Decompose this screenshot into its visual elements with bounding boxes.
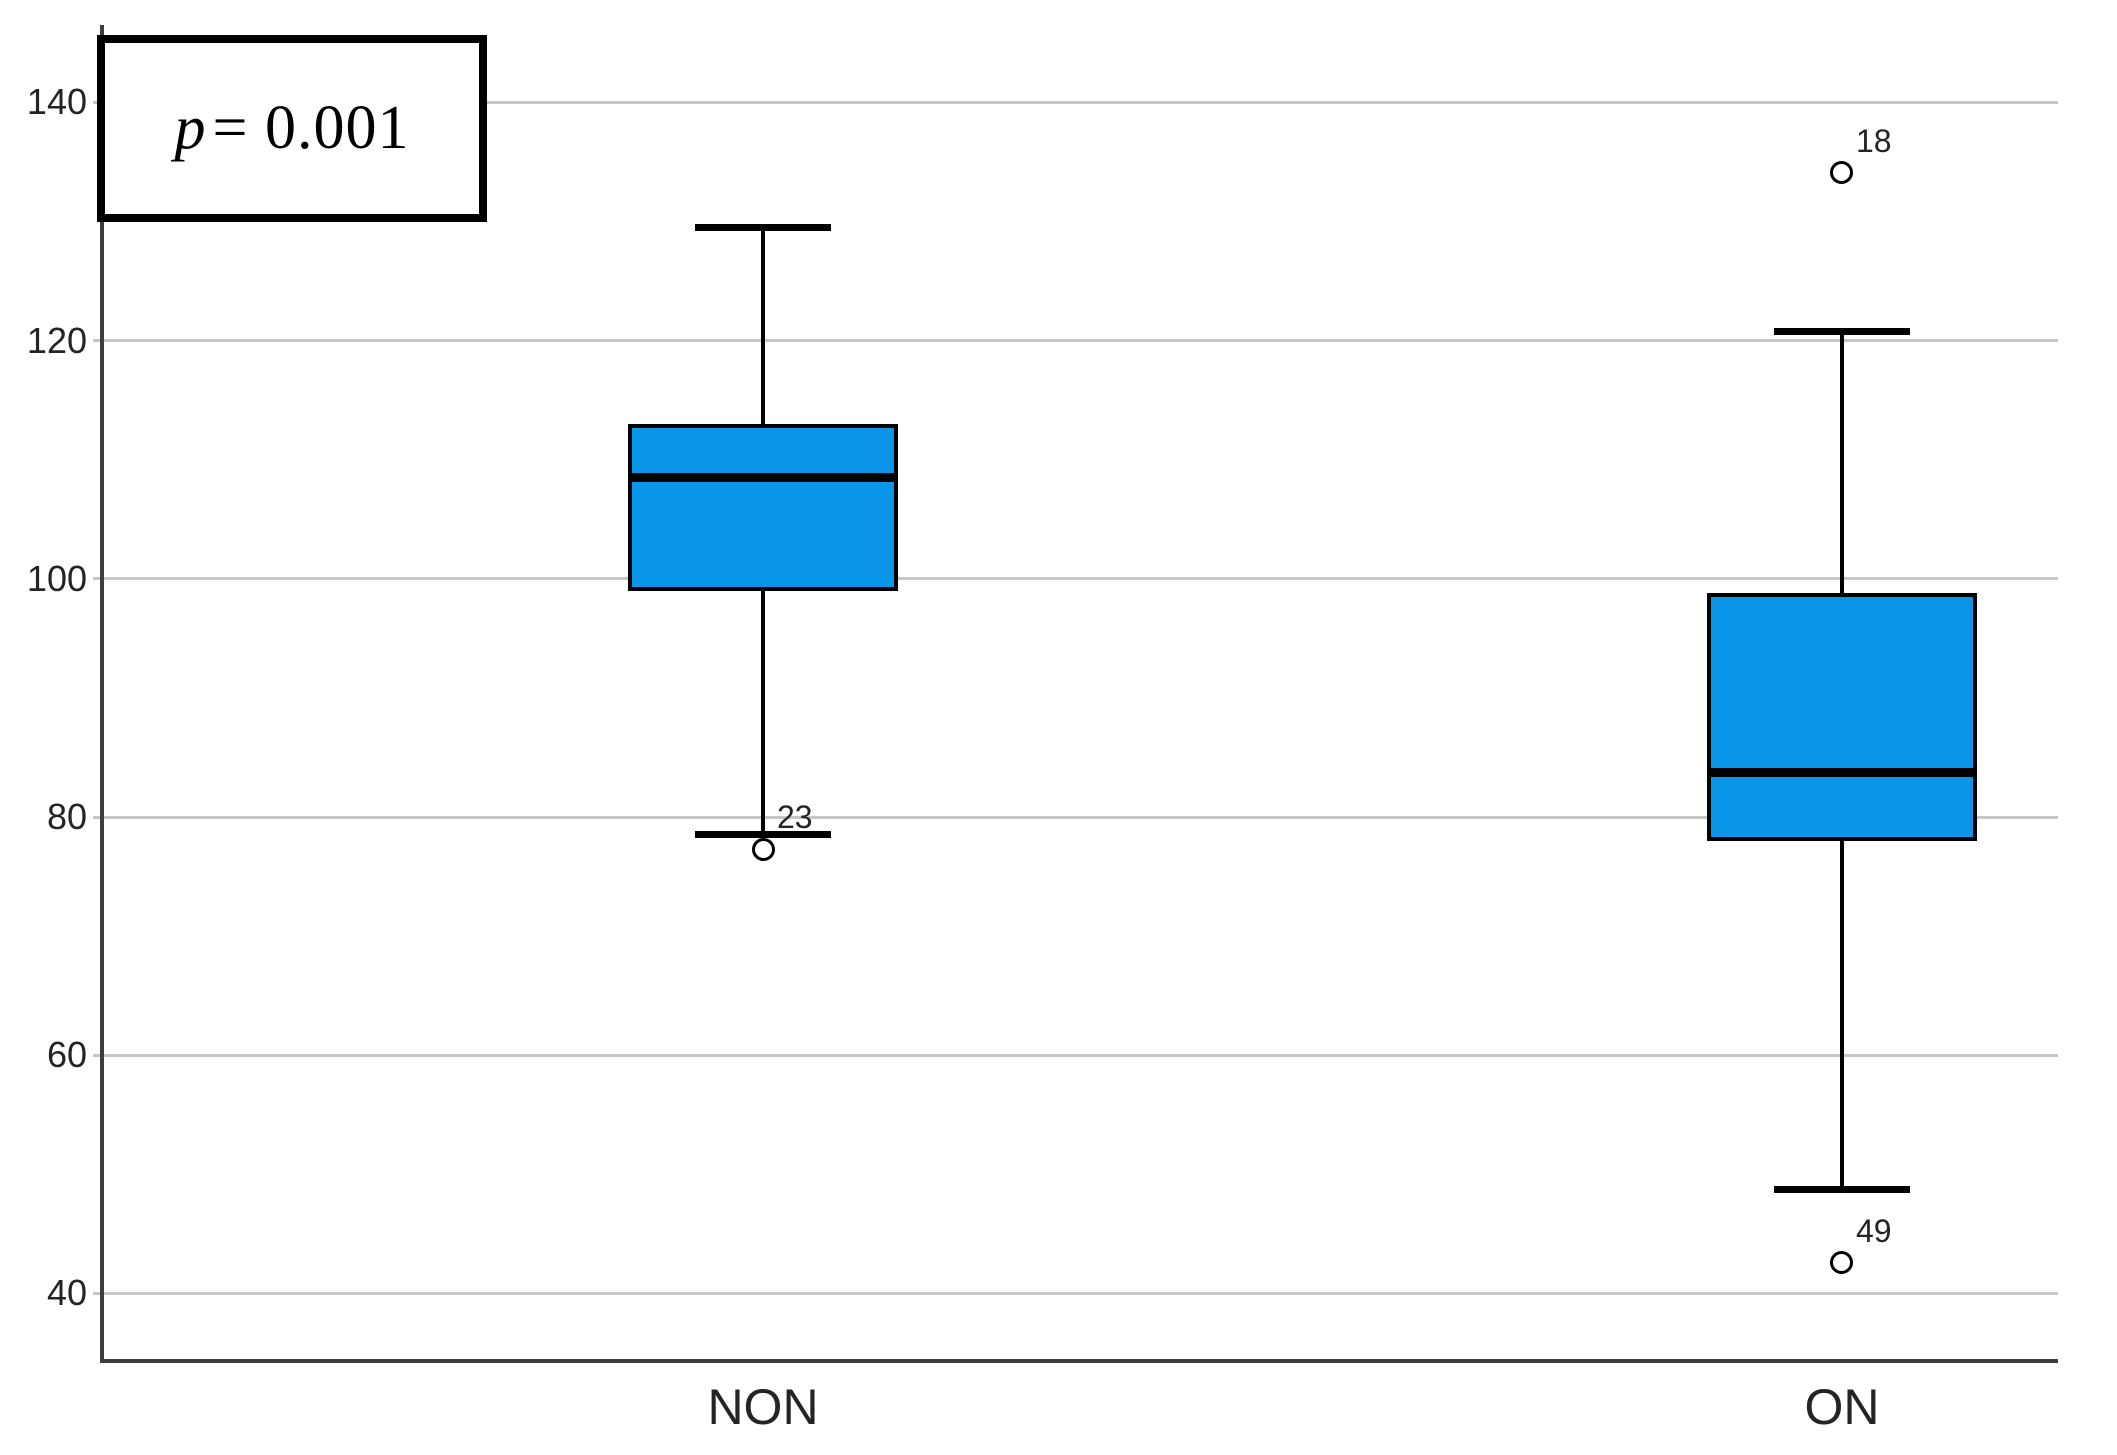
gridline	[93, 1291, 2058, 1295]
outlier-point	[751, 837, 775, 861]
category-label: ON	[1804, 1379, 1880, 1435]
gridline	[93, 577, 2058, 581]
x-axis-line	[100, 1359, 2058, 1363]
whisker-cap-high	[695, 223, 831, 231]
category-label: NON	[707, 1379, 819, 1435]
y-tick-label: 120	[26, 319, 87, 361]
iqr-box	[628, 424, 898, 591]
iqr-box	[1706, 593, 1977, 841]
whisker-cap-low	[695, 831, 831, 839]
whisker-cap-low	[1773, 1186, 1910, 1194]
gridline	[93, 815, 2058, 819]
y-tick-label: 40	[46, 1272, 87, 1314]
outlier-point	[1830, 1251, 1854, 1275]
whisker-cap-high	[1773, 327, 1910, 335]
p-value-annotation-box: p = 0.001	[97, 35, 487, 222]
p-value-text: = 0.001	[212, 94, 410, 162]
y-tick-label: 80	[46, 796, 87, 838]
median-line	[1706, 768, 1977, 778]
median-line	[628, 473, 898, 483]
outlier-point	[1830, 161, 1854, 185]
y-tick-label: 140	[26, 81, 87, 123]
outlier-label: 23	[777, 799, 813, 836]
gridline	[93, 1053, 2058, 1057]
outlier-label: 49	[1855, 1212, 1892, 1249]
gridline	[93, 100, 2058, 104]
y-tick-label: 60	[46, 1034, 87, 1076]
p-value-variable: p	[174, 94, 207, 162]
outlier-label: 18	[1855, 122, 1892, 159]
gridline	[93, 339, 2058, 343]
y-axis-line	[100, 25, 104, 1363]
y-tick-label: 100	[26, 557, 87, 599]
